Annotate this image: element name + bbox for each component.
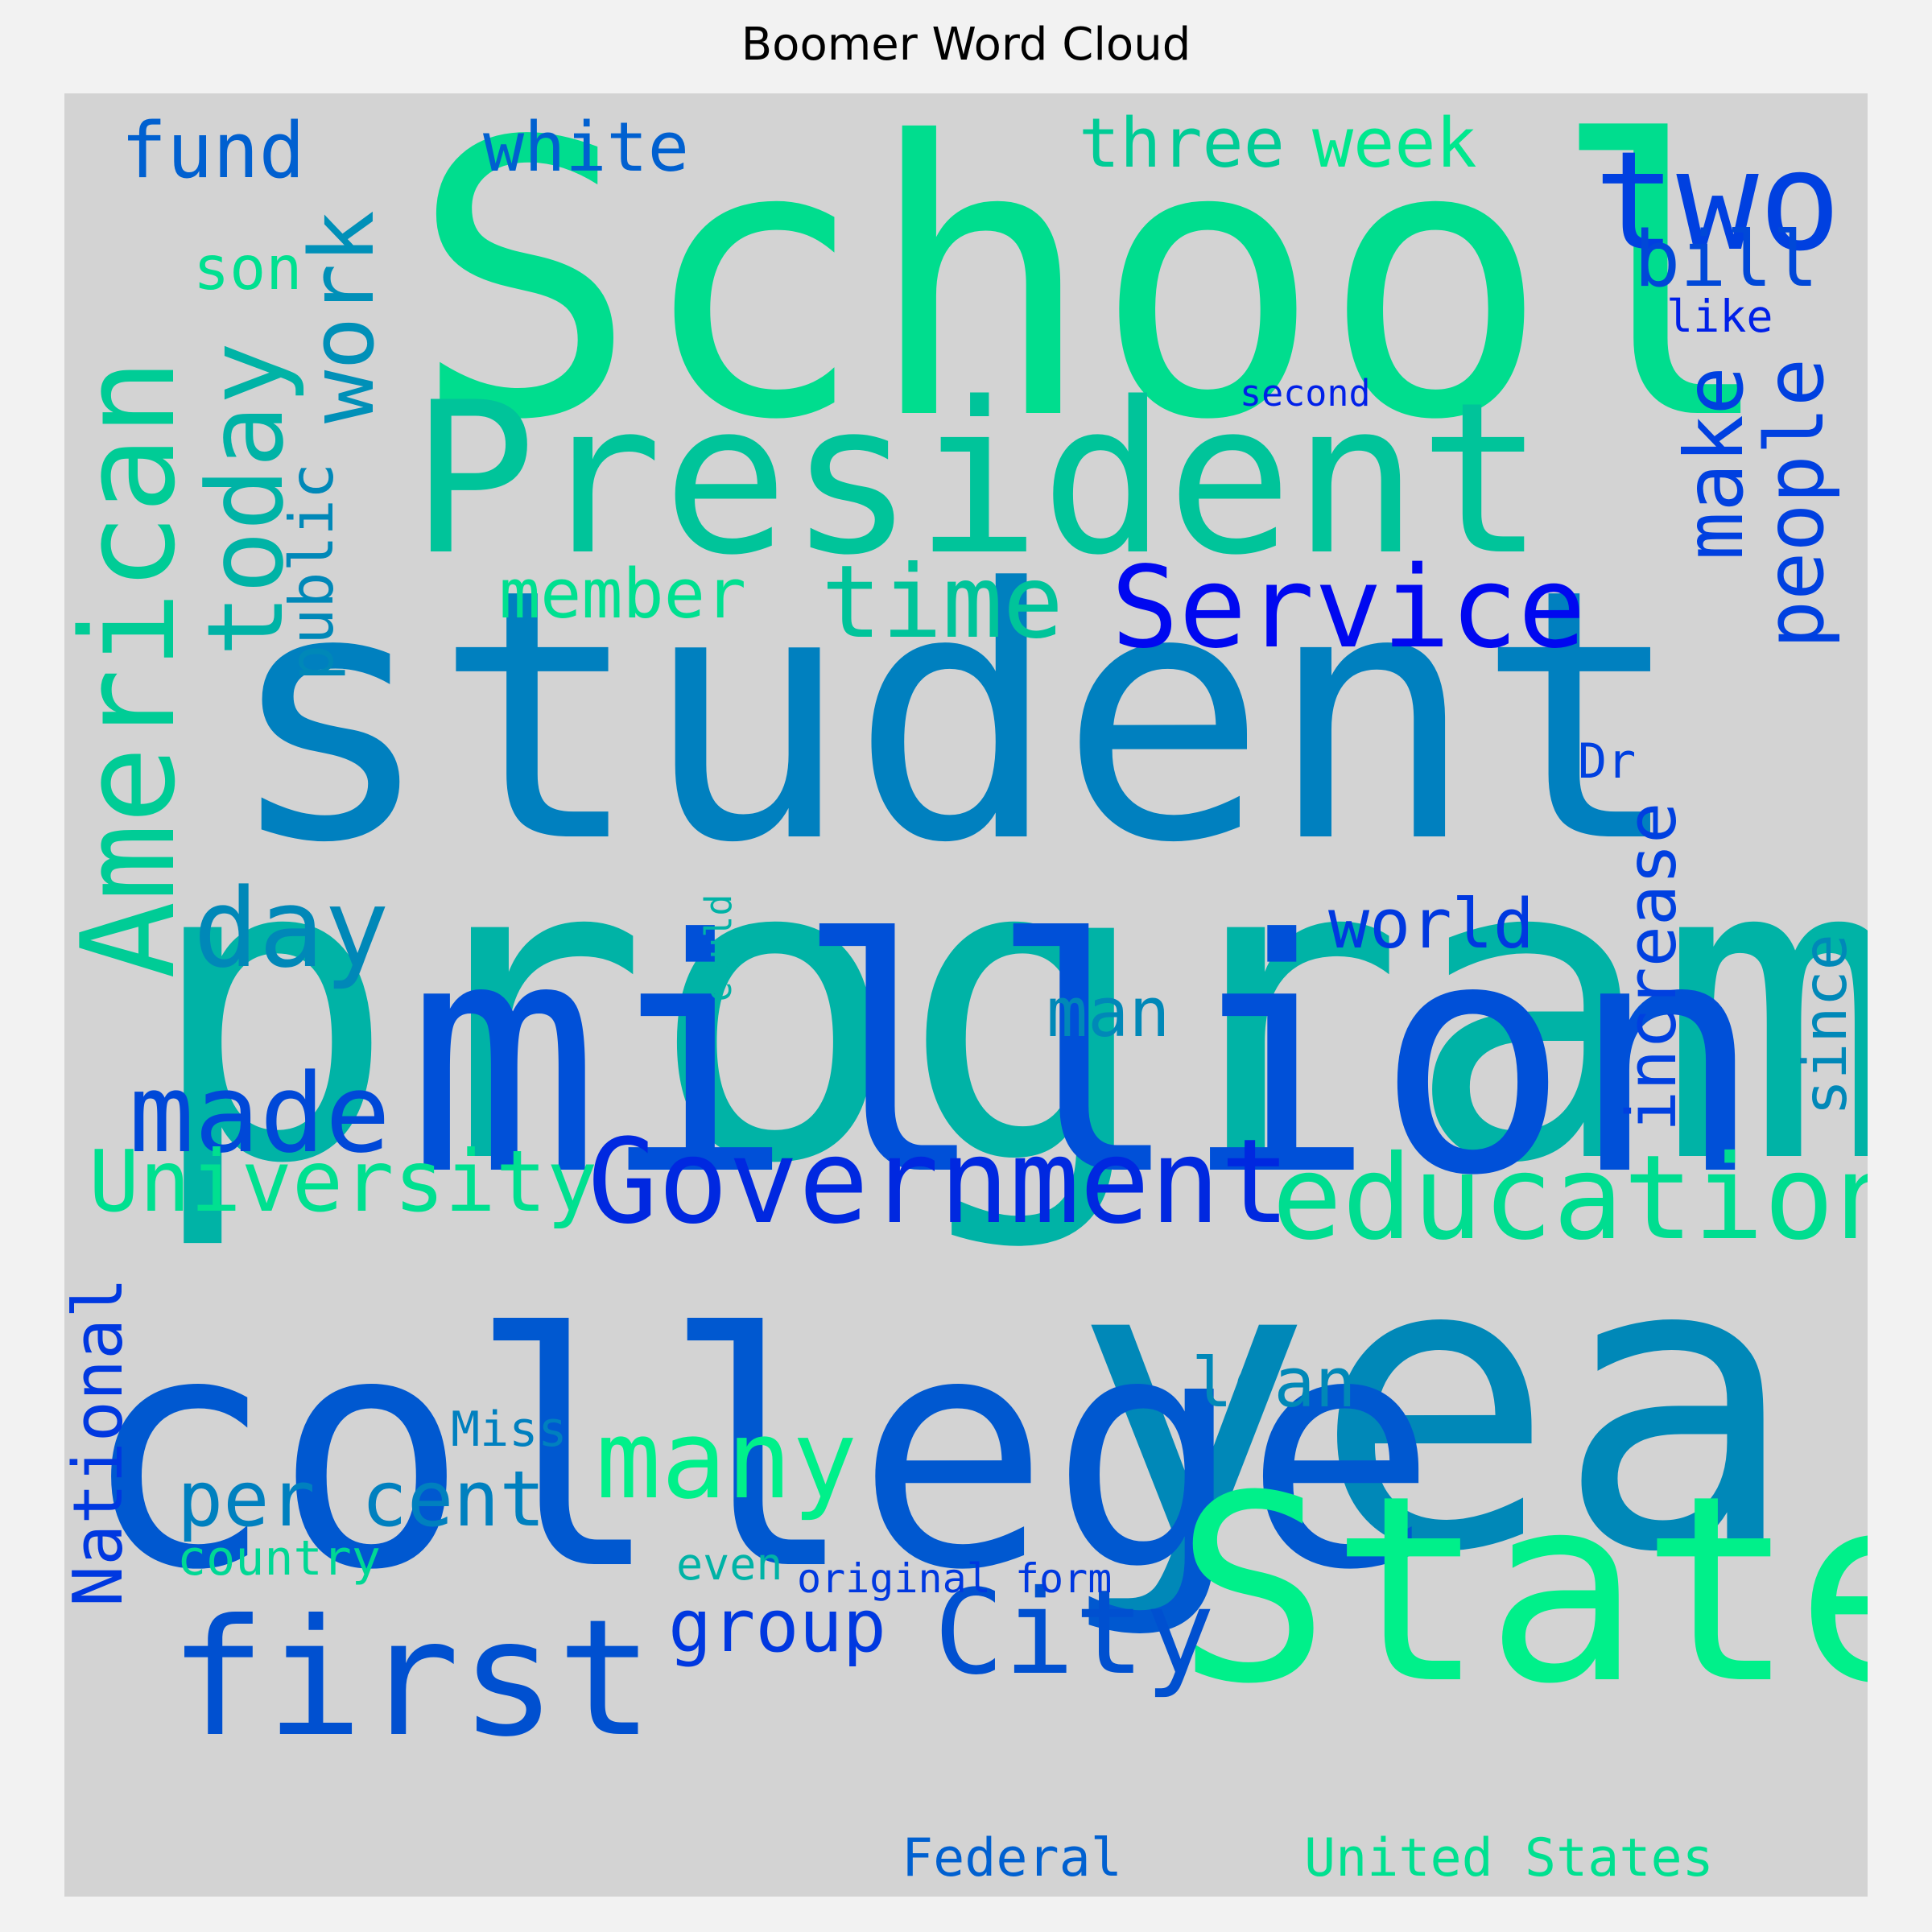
word-three: three	[1079, 104, 1285, 184]
word-week: week	[1312, 104, 1477, 184]
word-bill: bill	[1634, 216, 1818, 304]
word-federal: Federal	[902, 1828, 1122, 1889]
word-loan: loan	[1191, 1344, 1356, 1423]
word-program: program	[145, 767, 1868, 1255]
word-president: President	[411, 358, 1545, 601]
word-group: group	[668, 1584, 886, 1669]
word-work: work	[291, 210, 394, 423]
word-could: could	[697, 894, 740, 1003]
word-public: public	[276, 463, 347, 681]
word-world: world	[1328, 885, 1534, 964]
word-people: people	[1748, 357, 1842, 649]
word-original-form: original form	[797, 1555, 1113, 1602]
word-country: country	[177, 1530, 381, 1587]
word-increase: increase	[1612, 802, 1692, 1132]
chart-title: Boomer Word Cloud	[741, 19, 1191, 71]
word-second: second	[1240, 372, 1371, 415]
word-state: State	[1175, 1441, 1868, 1740]
word-make: make	[1667, 366, 1761, 560]
word-fund: fund	[121, 107, 305, 196]
word-member: member	[499, 555, 747, 634]
word-year: year	[1071, 1171, 1868, 1640]
word-university: University	[89, 1133, 598, 1231]
word-many: many	[596, 1397, 858, 1523]
word-made: made	[129, 1051, 391, 1177]
word-government: Government	[588, 1114, 1290, 1250]
word-man: man	[1046, 973, 1170, 1053]
word-son: son	[193, 233, 303, 303]
word-dr: Dr	[1578, 733, 1637, 790]
word-million: million	[407, 872, 1764, 1246]
word-first: first	[169, 1585, 654, 1773]
word-service: Service	[1111, 543, 1587, 674]
word-two: two	[1594, 122, 1842, 282]
word-school: School	[411, 93, 1777, 502]
word-college: college	[80, 1266, 1438, 1641]
word-time: time	[821, 544, 1064, 661]
word-since: since	[1790, 934, 1860, 1116]
word-american: American	[64, 358, 204, 979]
word-like: like	[1666, 291, 1773, 342]
word-per-cent: per cent	[177, 1455, 546, 1544]
word-miss: Miss	[451, 1402, 568, 1458]
word-even: even	[676, 1538, 783, 1590]
word-cloud: program student School million year coll…	[64, 93, 1868, 1897]
word-white: white	[483, 108, 689, 188]
word-student: student	[225, 516, 1685, 919]
word-united-states: United States	[1304, 1828, 1714, 1889]
word-day: day	[193, 865, 390, 992]
word-education: education	[1272, 1130, 1868, 1266]
word-city: City	[934, 1565, 1216, 1701]
word-national: National	[64, 1277, 138, 1607]
